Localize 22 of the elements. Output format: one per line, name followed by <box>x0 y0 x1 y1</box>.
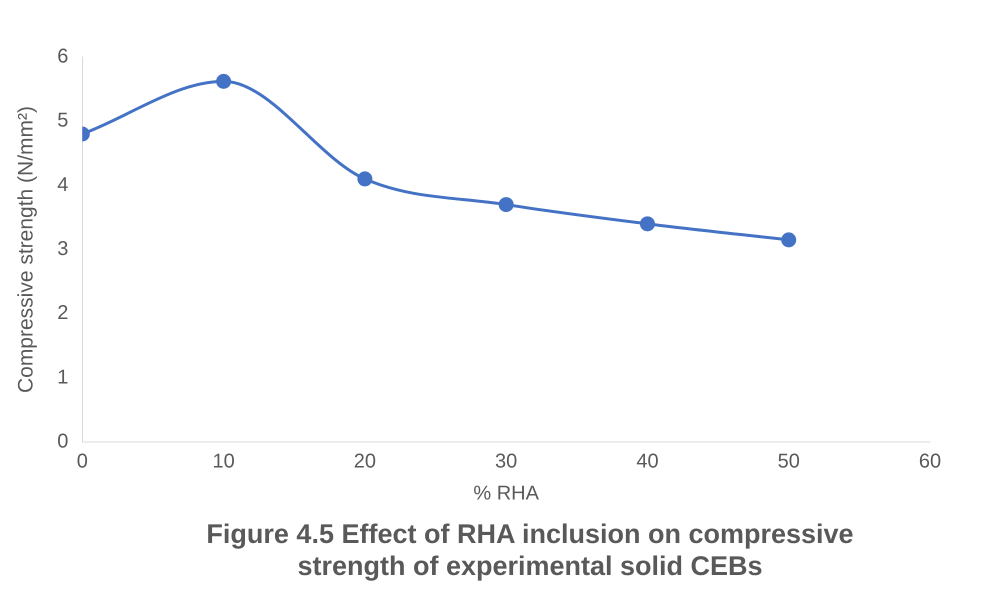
x-tick-label: 0 <box>76 450 88 473</box>
y-tick-label: 2 <box>57 302 68 324</box>
x-tick-label: 50 <box>778 450 800 473</box>
point <box>498 197 514 212</box>
x-tick-label: 20 <box>354 450 376 473</box>
x-tick-label: 60 <box>918 450 942 473</box>
x-axis-title: % RHA <box>473 482 540 505</box>
y-tick-label: 0 <box>57 430 68 453</box>
point <box>357 171 372 186</box>
y-tick-label: 6 <box>57 46 68 68</box>
y-tick-label: 4 <box>57 174 68 196</box>
point <box>216 74 232 89</box>
y-tick-label: 3 <box>57 238 68 260</box>
x-tick-label: 40 <box>636 450 659 473</box>
y-tick-label: 1 <box>57 366 68 388</box>
x-tick-label: 30 <box>495 450 518 473</box>
y-tick-label: 5 <box>57 110 68 132</box>
y-axis-title: Compressive strength (N/mm²) <box>14 106 38 394</box>
point <box>640 216 655 232</box>
point <box>781 232 796 248</box>
text: Figure 4.5 Effect of RHA inclusion on compressive strength of experimental solid CEBs <box>205 518 855 582</box>
x-tick-label: 10 <box>212 450 235 473</box>
